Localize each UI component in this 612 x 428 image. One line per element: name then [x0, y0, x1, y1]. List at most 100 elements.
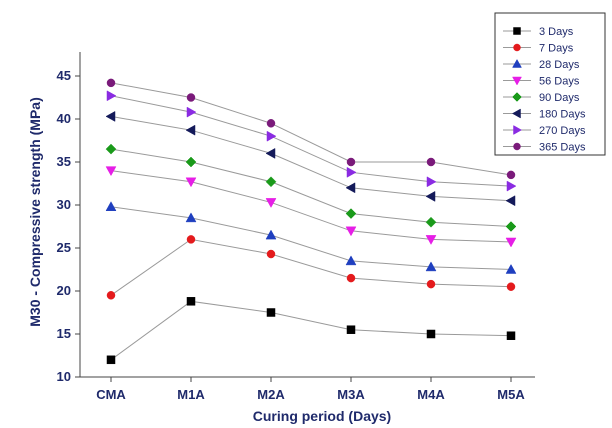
data-point [345, 255, 357, 266]
data-point [186, 235, 196, 244]
legend-label: 90 Days [539, 92, 580, 104]
y-tick-label: 25 [57, 240, 71, 255]
series-line [110, 300, 512, 361]
data-point [346, 325, 356, 334]
legend-item: 28 Days [503, 58, 580, 71]
x-tick-label: M4A [417, 387, 445, 402]
legend-label: 56 Days [539, 76, 580, 88]
data-point [425, 261, 437, 272]
data-point [506, 282, 516, 291]
x-tick-label: M1A [177, 387, 205, 402]
data-point [106, 291, 116, 300]
data-point [506, 180, 517, 192]
data-point [345, 226, 357, 237]
legend-item: 3 Days [503, 26, 574, 38]
data-point [265, 147, 276, 159]
legend-item: 7 Days [503, 43, 574, 55]
series-90-days [105, 143, 517, 232]
y-tick-label: 20 [57, 283, 71, 298]
legend-marker [512, 76, 522, 86]
data-point [105, 143, 117, 155]
data-point [266, 119, 276, 128]
y-ticks: 10 15 20 25 30 35 40 45 [57, 68, 80, 384]
data-point [265, 229, 277, 240]
legend-marker [513, 27, 521, 35]
y-tick-label: 35 [57, 154, 71, 169]
legend-marker [513, 43, 521, 52]
data-point [425, 235, 437, 245]
data-point [105, 166, 117, 177]
data-point [426, 329, 436, 339]
legend-marker [512, 92, 522, 102]
data-point [506, 170, 516, 180]
data-point [345, 208, 357, 219]
data-point [266, 308, 276, 317]
data-point [426, 176, 437, 188]
data-point [505, 263, 517, 274]
series-3-days [106, 297, 516, 365]
legend: 3 Days 7 Days 28 Days 56 Days 90 Days 180 Day… [494, 12, 606, 156]
data-point [346, 157, 356, 167]
series-line [110, 170, 512, 243]
data-point [105, 110, 116, 122]
data-point [266, 130, 277, 142]
legend-marker [512, 58, 522, 68]
y-tick-label: 45 [57, 68, 71, 83]
y-tick-label: 30 [57, 197, 71, 212]
x-axis-title: Curing period (Days) [253, 408, 391, 424]
y-tick-label: 15 [57, 326, 71, 341]
data-point [265, 198, 277, 208]
data-point [186, 297, 196, 306]
legend-item: 90 Days [503, 92, 580, 104]
x-ticks: CMA M1A M2A M3A M4A M5A [96, 377, 525, 402]
data-point [105, 201, 117, 211]
y-tick-label: 40 [57, 111, 71, 126]
data-point [346, 166, 357, 178]
legend-item: 365 Days [503, 142, 586, 154]
series-line [110, 238, 512, 296]
legend-item: 270 Days [503, 125, 586, 137]
data-point [185, 156, 197, 168]
series-180-days [105, 110, 516, 207]
series-56-days [105, 166, 517, 248]
series-line [110, 115, 512, 202]
data-point [185, 212, 197, 223]
data-point [186, 93, 196, 102]
series-28-days [105, 201, 517, 274]
data-point [426, 157, 436, 167]
data-point [106, 90, 117, 102]
data-point [505, 221, 517, 232]
legend-marker [513, 125, 523, 135]
x-tick-label: M5A [497, 387, 525, 402]
data-point [266, 249, 276, 259]
data-point [106, 78, 116, 88]
legend-marker [511, 108, 521, 119]
legend-label: 3 Days [539, 26, 574, 38]
series-layer [105, 78, 517, 365]
data-point [186, 106, 197, 118]
y-tick-label: 10 [57, 369, 71, 384]
series-7-days [106, 235, 516, 300]
legend-label: 270 Days [539, 125, 586, 137]
series-270-days [106, 90, 517, 192]
data-point [345, 182, 356, 194]
x-tick-label: M2A [257, 387, 285, 402]
y-axis-title: M30 - Compressive strength (MPa) [27, 97, 43, 327]
series-line [110, 148, 512, 227]
x-tick-label: M3A [337, 387, 365, 402]
series-line [110, 95, 512, 187]
legend-item: 56 Days [503, 76, 580, 88]
series-line [110, 206, 512, 270]
data-point [185, 124, 196, 136]
series-line [110, 82, 512, 176]
legend-label: 180 Days [539, 109, 586, 121]
data-point [425, 216, 437, 228]
data-point [265, 176, 277, 188]
series-365-days [106, 78, 516, 180]
x-tick-label: CMA [96, 387, 126, 402]
legend-item: 180 Days [503, 109, 586, 121]
data-point [426, 279, 436, 289]
axes [79, 52, 535, 378]
legend-label: 365 Days [539, 142, 586, 154]
